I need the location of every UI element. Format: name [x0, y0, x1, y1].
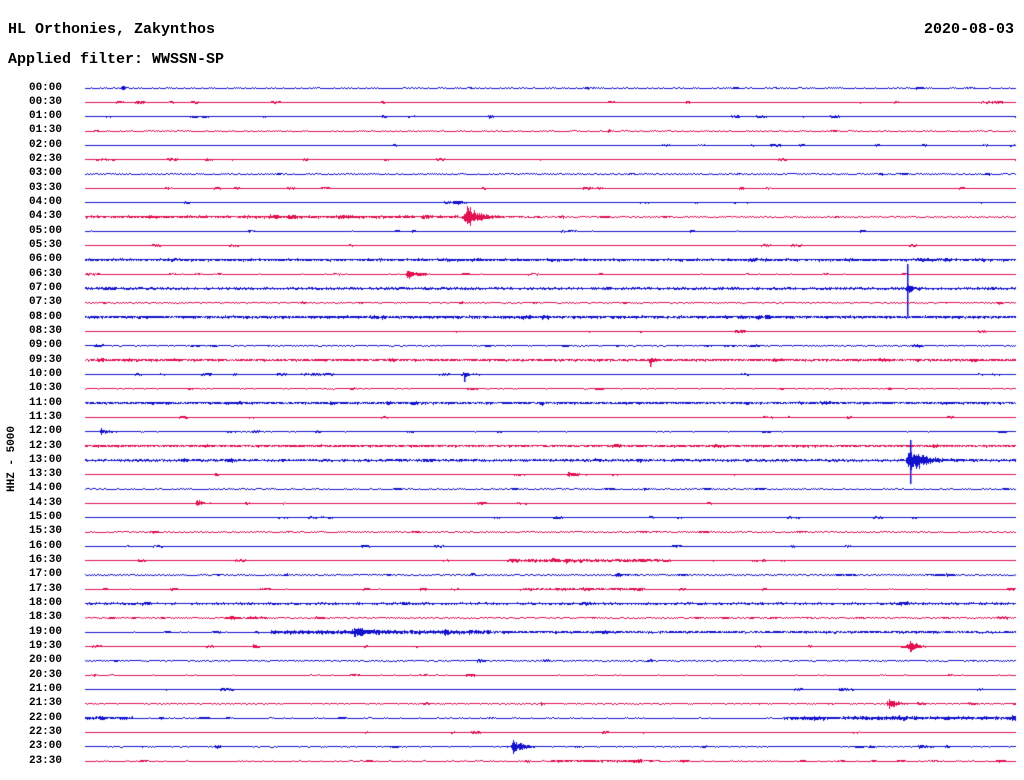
- time-label: 02:30: [28, 153, 62, 166]
- time-label: 13:30: [28, 468, 62, 481]
- time-label: 01:00: [28, 110, 62, 123]
- time-label: 04:00: [28, 196, 62, 209]
- time-label: 21:00: [28, 682, 62, 695]
- time-label: 11:30: [28, 410, 62, 423]
- time-label: 12:30: [28, 439, 62, 452]
- time-label: 18:30: [28, 611, 62, 624]
- time-label: 14:00: [28, 482, 62, 495]
- time-label: 09:00: [28, 339, 62, 352]
- time-label: 02:00: [28, 138, 62, 151]
- applied-filter-label: Applied filter: WWSSN-SP: [8, 51, 225, 68]
- time-label: 23:00: [28, 740, 62, 753]
- time-label: 10:30: [28, 382, 62, 395]
- time-label: 16:00: [28, 539, 62, 552]
- time-label: 11:00: [28, 396, 62, 409]
- time-label: 16:30: [28, 554, 62, 567]
- time-label: 17:30: [28, 582, 62, 595]
- time-label: 07:30: [28, 296, 62, 309]
- time-label: 19:00: [28, 625, 62, 638]
- time-label: 00:00: [28, 81, 62, 94]
- time-label: 00:30: [28, 95, 62, 108]
- time-label: 15:00: [28, 511, 62, 524]
- time-label: 07:00: [28, 281, 62, 294]
- time-label: 06:00: [28, 253, 62, 266]
- time-label: 17:00: [28, 568, 62, 581]
- time-label: 03:30: [28, 181, 62, 194]
- time-label: 12:00: [28, 425, 62, 438]
- time-label: 22:30: [28, 725, 62, 738]
- time-label: 15:30: [28, 525, 62, 538]
- time-label: 05:30: [28, 239, 62, 252]
- time-label: 05:00: [28, 224, 62, 237]
- date-label: 2020-08-03: [923, 21, 1014, 38]
- time-label: 21:30: [28, 697, 62, 710]
- time-label: 08:00: [28, 310, 62, 323]
- time-label: 01:30: [28, 124, 62, 137]
- time-label: 09:30: [28, 353, 62, 366]
- time-label: 03:00: [28, 167, 62, 180]
- time-label: 04:30: [28, 210, 62, 223]
- time-label: 14:30: [28, 496, 62, 509]
- time-label: 19:30: [28, 639, 62, 652]
- time-label: 18:00: [28, 597, 62, 610]
- time-label: 13:00: [28, 453, 62, 466]
- station-title: HL Orthonies, Zakynthos: [8, 21, 216, 38]
- time-label: 23:30: [28, 754, 62, 767]
- time-label: 20:30: [28, 668, 62, 681]
- time-label: 10:00: [28, 367, 62, 380]
- time-label: 20:00: [28, 654, 62, 667]
- time-label: 08:30: [28, 324, 62, 337]
- time-label: 22:00: [28, 711, 62, 724]
- time-label: 06:30: [28, 267, 62, 280]
